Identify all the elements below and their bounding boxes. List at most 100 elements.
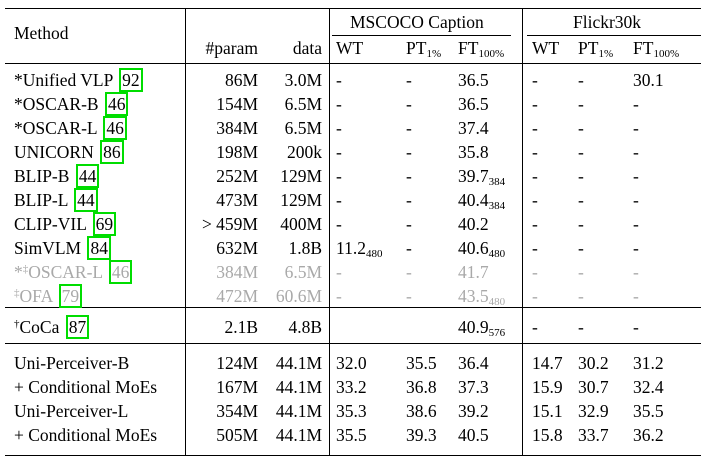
param-cell: 252M <box>170 167 258 186</box>
flickr-pt-cell: 32.9 <box>578 402 609 421</box>
flickr-pt-cell-value: - <box>578 262 584 282</box>
mscoco-pt-cell: - <box>406 215 412 234</box>
mscoco-wt-cell-value: - <box>336 142 342 162</box>
mscoco-ft-cell-resolution: 576 <box>488 327 506 339</box>
flickr-pt-cell: - <box>578 95 584 114</box>
method-prefix: *‡ <box>14 262 28 282</box>
mscoco-wt-cell: 33.2 <box>336 377 367 397</box>
param-cell-value: > 459M <box>201 214 258 234</box>
mscoco-wt-cell-value: - <box>336 94 342 114</box>
mscoco-wt-cell-value: - <box>336 214 342 234</box>
method-label: CLIP-VIL <box>14 214 87 234</box>
mscoco-ft-cell: 39.2 <box>458 402 489 421</box>
flickr-pt-cell: - <box>578 167 584 186</box>
mscoco-ft-cell: 40.4384 <box>458 191 505 211</box>
data-cell: 1.8B <box>265 238 322 258</box>
mscoco-pt-cell: - <box>406 191 412 210</box>
flickr-pt-header-label: PT <box>578 38 599 58</box>
flickr-wt-cell-value: - <box>532 166 538 186</box>
method-name: †CoCa 87 <box>14 315 90 339</box>
param-cell: 632M <box>170 238 258 258</box>
mscoco-ft-cell-value: 40.2 <box>458 214 489 234</box>
mscoco-wt-cell-value: 35.3 <box>336 401 367 421</box>
citation-link[interactable]: 46 <box>104 92 129 116</box>
flickr-wt-cell-value: - <box>532 286 538 306</box>
flickr-pt-cell: 30.7 <box>578 378 609 397</box>
flickr-wt-cell: - <box>532 318 538 337</box>
flickr-pt-cell: - <box>578 318 584 337</box>
ours-top-rule <box>5 343 701 344</box>
mscoco-wt-cell: - <box>336 214 342 234</box>
flickr-ft-cell: - <box>633 287 639 306</box>
data-cell-value: 44.1M <box>275 425 322 445</box>
mscoco-pt-cell: 39.3 <box>406 426 437 445</box>
mscoco-wt-cell-value: - <box>336 70 342 90</box>
dataset-divider <box>522 8 523 455</box>
mscoco-wt-cell-value: 33.2 <box>336 377 367 397</box>
citation-link[interactable]: 84 <box>87 236 111 260</box>
mscoco-ft-cell: 40.5 <box>458 425 489 445</box>
citation-link[interactable]: 46 <box>108 260 133 284</box>
mscoco-ft-cell: 40.9576 <box>458 318 506 339</box>
flickr-wt-cell-value: - <box>532 262 538 282</box>
mscoco-pt-cell-value: 38.6 <box>406 401 437 421</box>
param-cell: 473M <box>170 191 258 210</box>
data-cell: 44.1M <box>265 354 322 373</box>
mscoco-wt-cell: - <box>336 70 342 90</box>
citation-link[interactable]: 79 <box>58 284 83 308</box>
param-cell: 2.1B <box>170 318 258 337</box>
method-prefix-char: ‡ <box>14 287 20 299</box>
flickr-pt-cell: - <box>578 238 584 258</box>
method-label: OFA <box>19 286 53 306</box>
citation-link[interactable]: 87 <box>65 315 90 339</box>
flickr-ft-cell: 30.1 <box>633 70 664 90</box>
citation-link[interactable]: 46 <box>103 116 127 140</box>
param-cell-value: 632M <box>216 238 258 258</box>
mscoco-ft-cell-value: 40.5 <box>458 425 489 445</box>
flickr-pt-cell-value: - <box>578 190 584 210</box>
flickr-pt-cell-value: - <box>578 238 584 258</box>
flickr-ft-cell: 36.2 <box>633 426 664 445</box>
method-name: Uni-Perceiver-B <box>14 353 130 373</box>
citation-link[interactable]: 69 <box>92 212 117 236</box>
flickr-wt-cell: - <box>532 166 538 186</box>
flickr-ft-cell-value: - <box>633 190 639 210</box>
mscoco-pt-cell-value: 35.5 <box>406 353 437 373</box>
mscoco-wt-cell: 35.3 <box>336 401 367 421</box>
mscoco-wt-cell-value: - <box>336 190 342 210</box>
method-label: OSCAR-B <box>22 94 99 114</box>
mscoco-wt-cell-value: - <box>336 118 342 138</box>
data-cell: 4.8B <box>265 318 322 337</box>
flickr-ft-cell-value: - <box>633 317 639 337</box>
mscoco-pt-cell: - <box>406 95 412 114</box>
mscoco-pt-cell: - <box>406 286 412 306</box>
method-name: BLIP-B 44 <box>14 164 100 188</box>
flickr-ft-cell-value: - <box>633 142 639 162</box>
method-prefix: * <box>14 94 23 114</box>
method-name: *Unified VLP 92 <box>14 68 143 92</box>
mscoco-pt-cell-value: - <box>406 286 412 306</box>
data-cell: 44.1M <box>265 378 322 397</box>
data-cell: 44.1M <box>265 401 322 421</box>
data-cell: 200k <box>265 143 322 162</box>
flickr-pt-cell: - <box>578 71 584 90</box>
data-cell-value: 44.1M <box>275 401 322 421</box>
flickr-ft-cell-value: 31.2 <box>633 353 664 373</box>
citation-link[interactable]: 86 <box>100 140 124 164</box>
data-cell-value: 129M <box>280 190 322 210</box>
data-cell-value: 1.8B <box>288 238 322 258</box>
citation-link[interactable]: 44 <box>74 188 98 212</box>
mscoco-ft-cell: 40.2 <box>458 214 489 234</box>
mscoco-pt-cell-value: - <box>406 118 412 138</box>
data-cell: 6.5M <box>265 262 322 282</box>
flickr-wt-cell: - <box>532 286 538 306</box>
flickr-wt-header-label: WT <box>532 38 560 58</box>
method-name: *‡OSCAR-L 46 <box>14 260 133 284</box>
citation-link[interactable]: 92 <box>119 68 143 92</box>
method-label: CoCa <box>19 317 60 337</box>
mscoco-wt-cell-value: 35.5 <box>336 425 367 445</box>
flickr-ft-cell-value: 30.1 <box>633 70 664 90</box>
data-cell-value: 6.5M <box>284 262 322 282</box>
citation-link[interactable]: 44 <box>75 164 100 188</box>
param-cell-value: 124M <box>216 353 258 373</box>
